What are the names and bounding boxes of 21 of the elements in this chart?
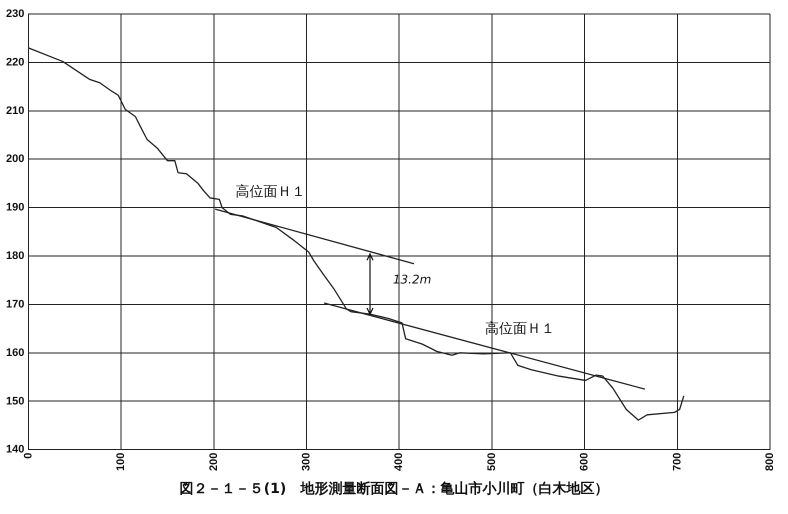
- text: 図２－１－５(1) 地形測量断面図－Ａ：亀山市小川町（白木地区）: [178, 480, 610, 498]
- y-tick-label: 230: [6, 8, 24, 20]
- annotation: 高位面Ｈ１: [235, 184, 306, 200]
- x-tick-label: 800: [764, 452, 776, 472]
- x-tick-label: 300: [300, 452, 312, 472]
- x-tick-label: 100: [115, 452, 128, 472]
- y-tick-label: 170: [6, 298, 24, 310]
- y-tick-label: 180: [6, 250, 24, 262]
- x-tick-label: 700: [671, 452, 684, 472]
- y-tick-label: 220: [6, 56, 24, 68]
- y-tick-label: 200: [6, 153, 24, 166]
- y-tick-label: 210: [6, 104, 24, 117]
- x-tick-label: 200: [208, 452, 220, 472]
- x-tick-label: 400: [393, 452, 406, 472]
- x-tick-label: 600: [578, 452, 591, 472]
- y-tick-label: 190: [6, 202, 24, 214]
- x-tick-label: 0: [22, 452, 34, 459]
- y-tick-label: 140: [6, 444, 24, 456]
- y-tick-label: 150: [6, 395, 24, 408]
- x-tick-label: 500: [486, 452, 498, 472]
- y-tick-label: 160: [6, 346, 24, 359]
